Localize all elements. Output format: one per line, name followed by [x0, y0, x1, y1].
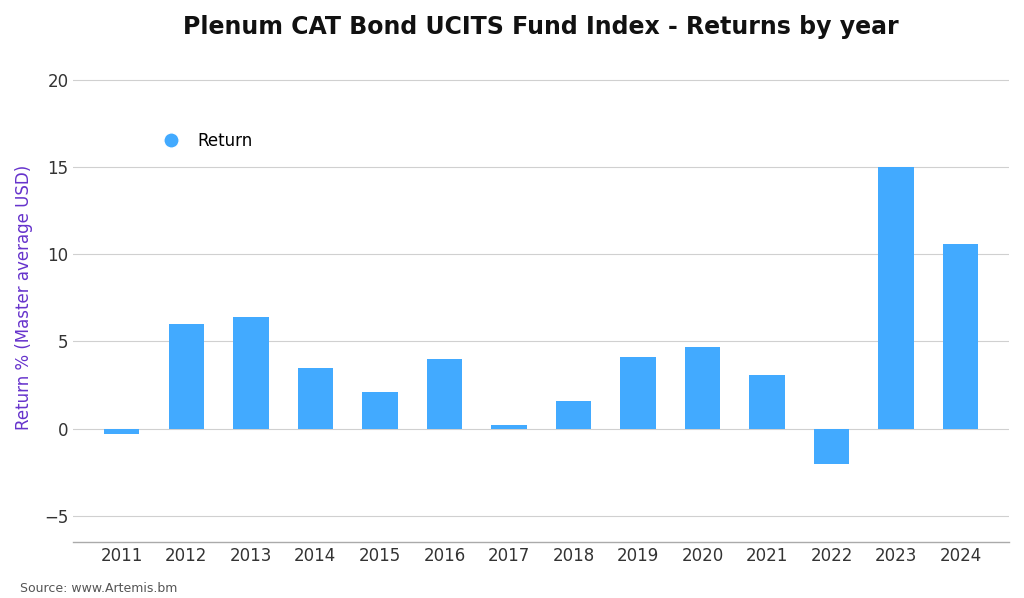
Bar: [621, 357, 655, 429]
Title: Plenum CAT Bond UCITS Fund Index - Returns by year: Plenum CAT Bond UCITS Fund Index - Retur…: [183, 15, 899, 39]
Bar: [169, 324, 204, 429]
Bar: [685, 347, 720, 429]
Bar: [943, 244, 978, 429]
Bar: [427, 359, 462, 429]
Bar: [104, 429, 139, 434]
Bar: [233, 317, 268, 429]
Bar: [814, 429, 849, 463]
Bar: [879, 167, 913, 429]
Bar: [362, 392, 397, 429]
Y-axis label: Return % (Master average USD): Return % (Master average USD): [15, 165, 33, 431]
Text: Source: www.Artemis.bm: Source: www.Artemis.bm: [20, 582, 178, 595]
Bar: [298, 368, 333, 429]
Bar: [556, 401, 591, 429]
Bar: [492, 425, 526, 429]
Bar: [750, 374, 784, 429]
Legend: Return: Return: [147, 126, 259, 157]
